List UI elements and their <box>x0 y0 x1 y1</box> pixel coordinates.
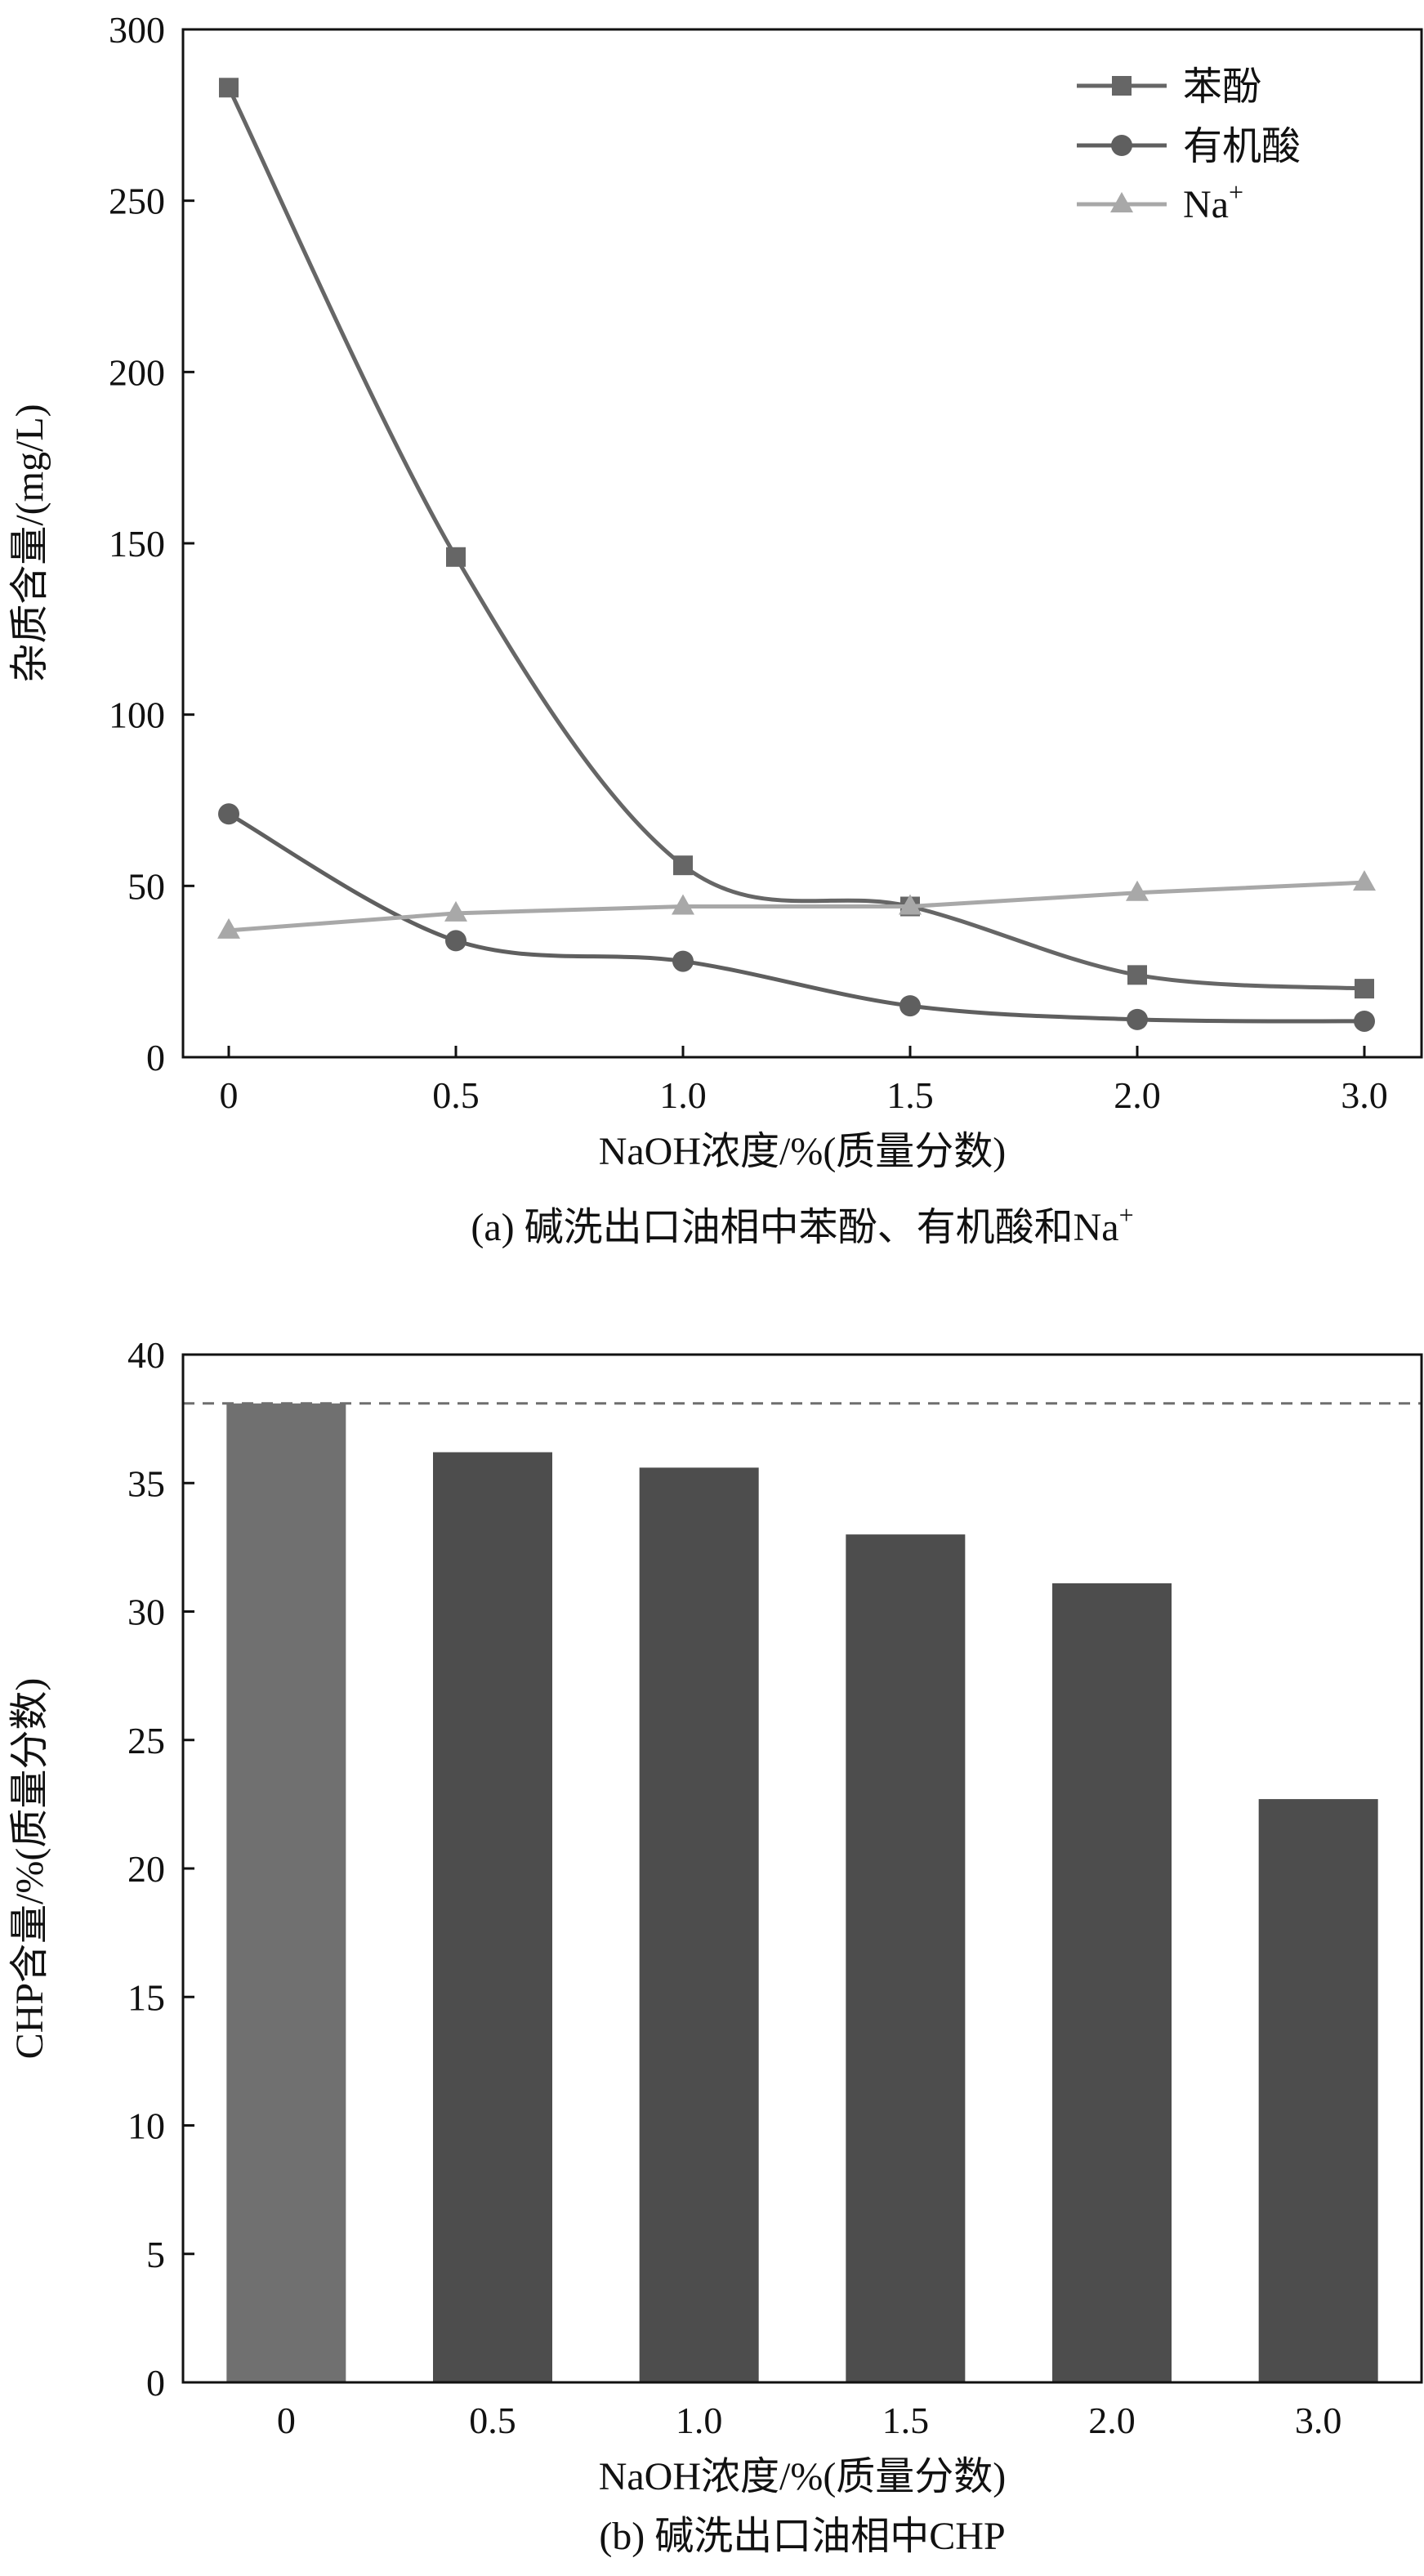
chart-b-bar: 0 5 10 15 20 25 30 35 40 0 0.5 1.0 1.5 2.0 3.0 CHP含量/… <box>8 1334 1423 2558</box>
bar-2.0 <box>1052 1583 1172 2382</box>
x-tick-label: 0 <box>220 1074 239 1116</box>
x-tick-label: 1.0 <box>659 1074 707 1116</box>
legend-circle-marker <box>1111 135 1132 156</box>
data-point-organic-acid <box>218 803 239 825</box>
data-point-na <box>1353 870 1376 891</box>
y-tick-label: 15 <box>127 1976 165 2018</box>
chart-a-y-axis-title: 杂质含量/(mg/L) <box>8 404 51 682</box>
x-tick-label: 0.5 <box>432 1074 480 1116</box>
data-point-organic-acid <box>1354 1010 1375 1032</box>
y-tick-label: 0 <box>146 2362 165 2404</box>
x-tick-label: 1.5 <box>886 1074 934 1116</box>
y-tick-label: 200 <box>109 351 165 393</box>
chart-a-series <box>217 78 1376 1032</box>
data-point-organic-acid <box>445 930 466 952</box>
chart-a-y-axis: 0 50 100 150 200 250 300 <box>109 9 194 1078</box>
bar-1.0 <box>639 1467 759 2382</box>
y-tick-label: 35 <box>127 1462 165 1504</box>
x-tick-label: 2.0 <box>1088 2400 1136 2441</box>
y-tick-label: 0 <box>146 1037 165 1078</box>
x-tick-label: 1.5 <box>882 2400 930 2441</box>
data-point-na <box>1126 880 1149 901</box>
legend-triangle-marker <box>1110 192 1133 212</box>
chart-a-legend: 苯酚 有机酸 Na+ <box>1077 65 1301 226</box>
legend-label-na: Na+ <box>1183 177 1243 226</box>
y-tick-label: 10 <box>127 2105 165 2147</box>
data-point-organic-acid <box>1127 1008 1148 1030</box>
legend-item-na: Na+ <box>1077 177 1243 226</box>
data-point-phenol <box>1355 979 1374 999</box>
chart-a-caption: (a) 碱洗出口油相中苯酚、有机酸和Na+ <box>471 1200 1133 1249</box>
chart-b-x-axis: 0 0.5 1.0 1.5 2.0 3.0 <box>277 2400 1342 2441</box>
series-line-organic-acid <box>227 812 1365 1024</box>
data-point-phenol <box>673 855 693 876</box>
bar-0 <box>226 1403 346 2382</box>
data-point-na <box>444 900 467 922</box>
x-tick-label: 0.5 <box>469 2400 516 2441</box>
chart-b-bars <box>226 1403 1378 2382</box>
bar-1.5 <box>846 1534 966 2382</box>
data-point-phenol <box>446 547 466 567</box>
x-tick-label: 2.0 <box>1114 1074 1161 1116</box>
data-point-organic-acid <box>672 950 694 972</box>
y-tick-label: 250 <box>109 181 165 222</box>
x-tick-label: 3.0 <box>1295 2400 1342 2441</box>
data-point-na <box>672 894 694 915</box>
legend-item-organic-acid: 有机酸 <box>1077 125 1301 168</box>
x-tick-label: 3.0 <box>1341 1074 1388 1116</box>
legend-label-organic-acid: 有机酸 <box>1183 125 1301 168</box>
chart-b-y-axis: 0 5 10 15 20 25 30 35 40 <box>127 1334 194 2404</box>
data-point-phenol <box>219 78 239 98</box>
chart-b-caption: (b) 碱洗出口油相中CHP <box>599 2515 1005 2558</box>
y-tick-label: 50 <box>127 865 165 907</box>
legend-label-phenol: 苯酚 <box>1183 65 1261 109</box>
y-tick-label: 25 <box>127 1720 165 1761</box>
y-tick-label: 20 <box>127 1848 165 1890</box>
data-point-na <box>217 917 240 939</box>
y-tick-label: 40 <box>127 1334 165 1376</box>
y-tick-label: 300 <box>109 9 165 51</box>
y-tick-label: 100 <box>109 694 165 736</box>
chart-a-line: 0 50 100 150 200 250 300 0 0.5 1.0 1.5 2.0 3.0 苯酚 有… <box>8 9 1423 1249</box>
chart-b-plot-frame <box>181 1353 1423 2384</box>
legend-item-phenol: 苯酚 <box>1077 65 1261 109</box>
chart-a-x-axis-title: NaOH浓度/%(质量分数) <box>599 1130 1007 1173</box>
data-point-organic-acid <box>899 995 921 1017</box>
y-tick-label: 5 <box>146 2234 165 2275</box>
x-tick-label: 0 <box>277 2400 296 2441</box>
bar-3.0 <box>1258 1799 1378 2382</box>
bar-0.5 <box>433 1452 552 2382</box>
series-line-na <box>228 880 1365 933</box>
legend-square-marker <box>1112 76 1132 96</box>
y-tick-label: 30 <box>127 1592 165 1633</box>
x-tick-label: 1.0 <box>676 2400 723 2441</box>
data-point-phenol <box>1127 965 1147 985</box>
chart-a-x-axis: 0 0.5 1.0 1.5 2.0 3.0 <box>220 1046 1388 1116</box>
chart-b-y-axis-title: CHP含量/%(质量分数) <box>8 1678 51 2060</box>
y-tick-label: 150 <box>109 523 165 565</box>
chart-b-x-axis-title: NaOH浓度/%(质量分数) <box>599 2455 1007 2498</box>
data-point-na <box>899 894 922 915</box>
